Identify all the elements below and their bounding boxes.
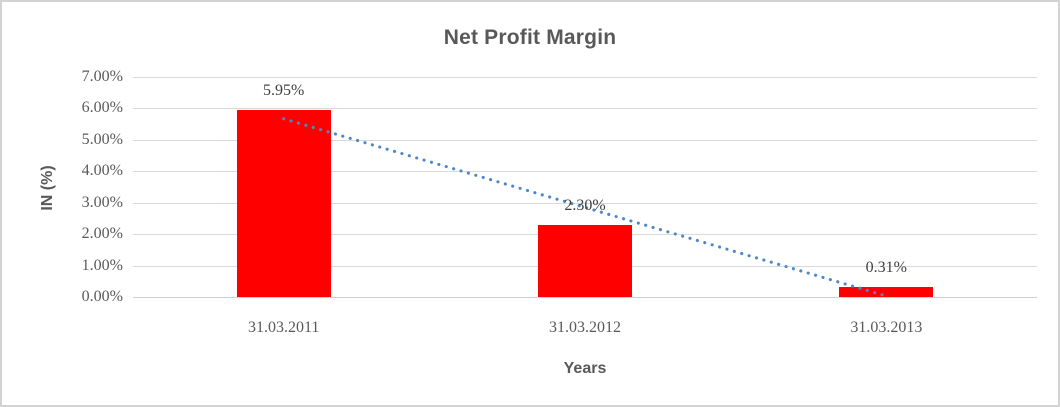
x-axis-title: Years (563, 360, 607, 377)
y-tick-label: 1.00% (81, 256, 123, 274)
x-category-label: 31.03.2012 (548, 319, 621, 336)
gridline (133, 108, 1037, 110)
gridline (133, 76, 1037, 78)
y-tick-label: 3.00% (81, 193, 123, 211)
x-category-label: 31.03.2013 (850, 319, 923, 336)
data-label: 2.30% (564, 196, 606, 214)
bar-31.03.2011 (236, 109, 331, 297)
y-tick-label: 7.00% (81, 67, 123, 85)
chart-title: Net Profit Margin (443, 26, 617, 49)
x-category-label: 31.03.2011 (247, 319, 320, 336)
y-tick-label: 4.00% (81, 162, 123, 180)
x-axis-line (133, 297, 1037, 298)
bar-31.03.2012 (538, 224, 632, 297)
bar-31.03.2013 (839, 287, 934, 297)
y-tick-label: 2.00% (81, 225, 123, 243)
y-tick-label: 0.00% (81, 288, 123, 305)
y-tick-label: 5.00% (81, 130, 123, 148)
y-tick-label: 6.00% (81, 99, 123, 117)
data-label: 5.95% (262, 81, 305, 99)
data-label: 0.31% (865, 259, 907, 277)
